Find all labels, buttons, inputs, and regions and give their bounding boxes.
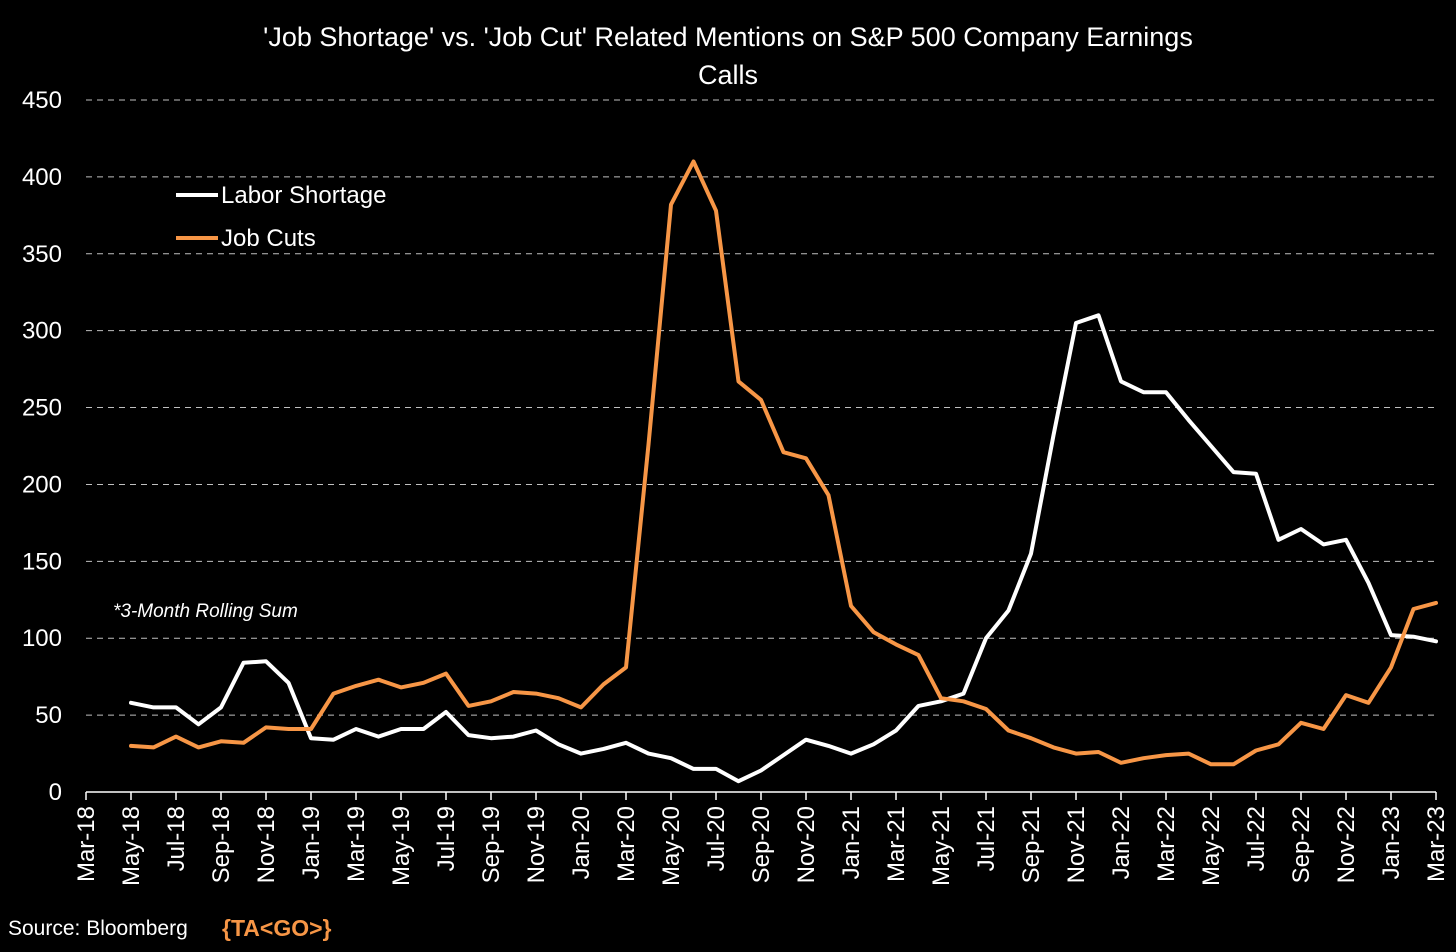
x-tick-label: Sep-19 xyxy=(478,806,505,883)
y-axis: 0 50 100 150 200 250 300 350 400 450 xyxy=(22,87,62,806)
title-line-1: 'Job Shortage' vs. 'Job Cut' Related Men… xyxy=(263,22,1193,52)
x-tick-label: Mar-18 xyxy=(73,806,100,882)
chart-annotation: *3-Month Rolling Sum xyxy=(113,601,298,622)
x-tick-label: Mar-23 xyxy=(1423,806,1450,882)
x-tick-label: Jul-18 xyxy=(163,806,190,871)
x-tick-label: Jul-21 xyxy=(973,806,1000,871)
source-label: Source: Bloomberg xyxy=(8,917,188,940)
x-tick-label: Jul-22 xyxy=(1243,806,1270,871)
y-tick-label: 200 xyxy=(22,471,62,498)
x-tick-label: Jan-22 xyxy=(1108,806,1135,879)
y-tick-label: 50 xyxy=(35,702,62,729)
x-tick-label: Jan-21 xyxy=(838,806,865,879)
x-tick-label: May-19 xyxy=(388,806,415,886)
x-tick-label: Nov-21 xyxy=(1063,806,1090,883)
legend-label-labor-shortage: Labor Shortage xyxy=(221,182,386,209)
x-tick-label: May-22 xyxy=(1198,806,1225,886)
x-tick-label: Nov-20 xyxy=(793,806,820,883)
x-tick-label: Jan-20 xyxy=(568,806,595,879)
series-line-labor-shortage xyxy=(129,313,1438,784)
x-tick-label: Nov-18 xyxy=(253,806,280,883)
x-tick-label: May-18 xyxy=(118,806,145,886)
legend-label-job-cuts: Job Cuts xyxy=(221,225,316,252)
x-tick-label: Sep-20 xyxy=(748,806,775,883)
y-tick-label: 250 xyxy=(22,395,62,422)
title-line-2: Calls xyxy=(698,60,758,90)
x-tick-label: Nov-22 xyxy=(1333,806,1360,883)
x-tick-label: Jan-19 xyxy=(298,806,325,879)
x-tick-label: May-20 xyxy=(658,806,685,886)
gridlines xyxy=(86,99,1436,716)
x-tick-label: Sep-21 xyxy=(1018,806,1045,883)
y-tick-label: 0 xyxy=(49,779,62,806)
y-tick-label: 400 xyxy=(22,164,62,191)
x-tick-label: Jul-19 xyxy=(433,806,460,871)
series-line-job-cuts xyxy=(129,159,1438,767)
brand-label: {TA<GO>} xyxy=(222,915,332,941)
y-tick-label: 350 xyxy=(22,241,62,268)
x-tick-label: Nov-19 xyxy=(523,806,550,883)
x-tick-label: Mar-22 xyxy=(1153,806,1180,882)
x-tick-label: May-21 xyxy=(928,806,955,886)
plot-series xyxy=(129,159,1438,784)
x-tick-label: Jul-20 xyxy=(703,806,730,871)
x-tick-label: Sep-18 xyxy=(208,806,235,883)
x-tick-label: Mar-19 xyxy=(343,806,370,882)
x-tick-label: Sep-22 xyxy=(1288,806,1315,883)
y-tick-label: 300 xyxy=(22,318,62,345)
footer: Source: Bloomberg {TA<GO>} xyxy=(8,915,332,941)
x-tick-label: Jan-23 xyxy=(1378,806,1405,879)
x-tick-label: Mar-21 xyxy=(883,806,910,882)
y-tick-label: 450 xyxy=(22,87,62,114)
x-axis: Mar-18 May-18 Jul-18 Sep-18 Nov-18 Jan-19 Mar-… xyxy=(73,791,1450,886)
chart-title: 'Job Shortage' vs. 'Job Cut' Related Men… xyxy=(263,22,1193,90)
y-tick-label: 150 xyxy=(22,548,62,575)
y-tick-label: 100 xyxy=(22,625,62,652)
legend: Labor Shortage Job Cuts xyxy=(176,182,386,252)
x-tick-label: Mar-20 xyxy=(613,806,640,882)
